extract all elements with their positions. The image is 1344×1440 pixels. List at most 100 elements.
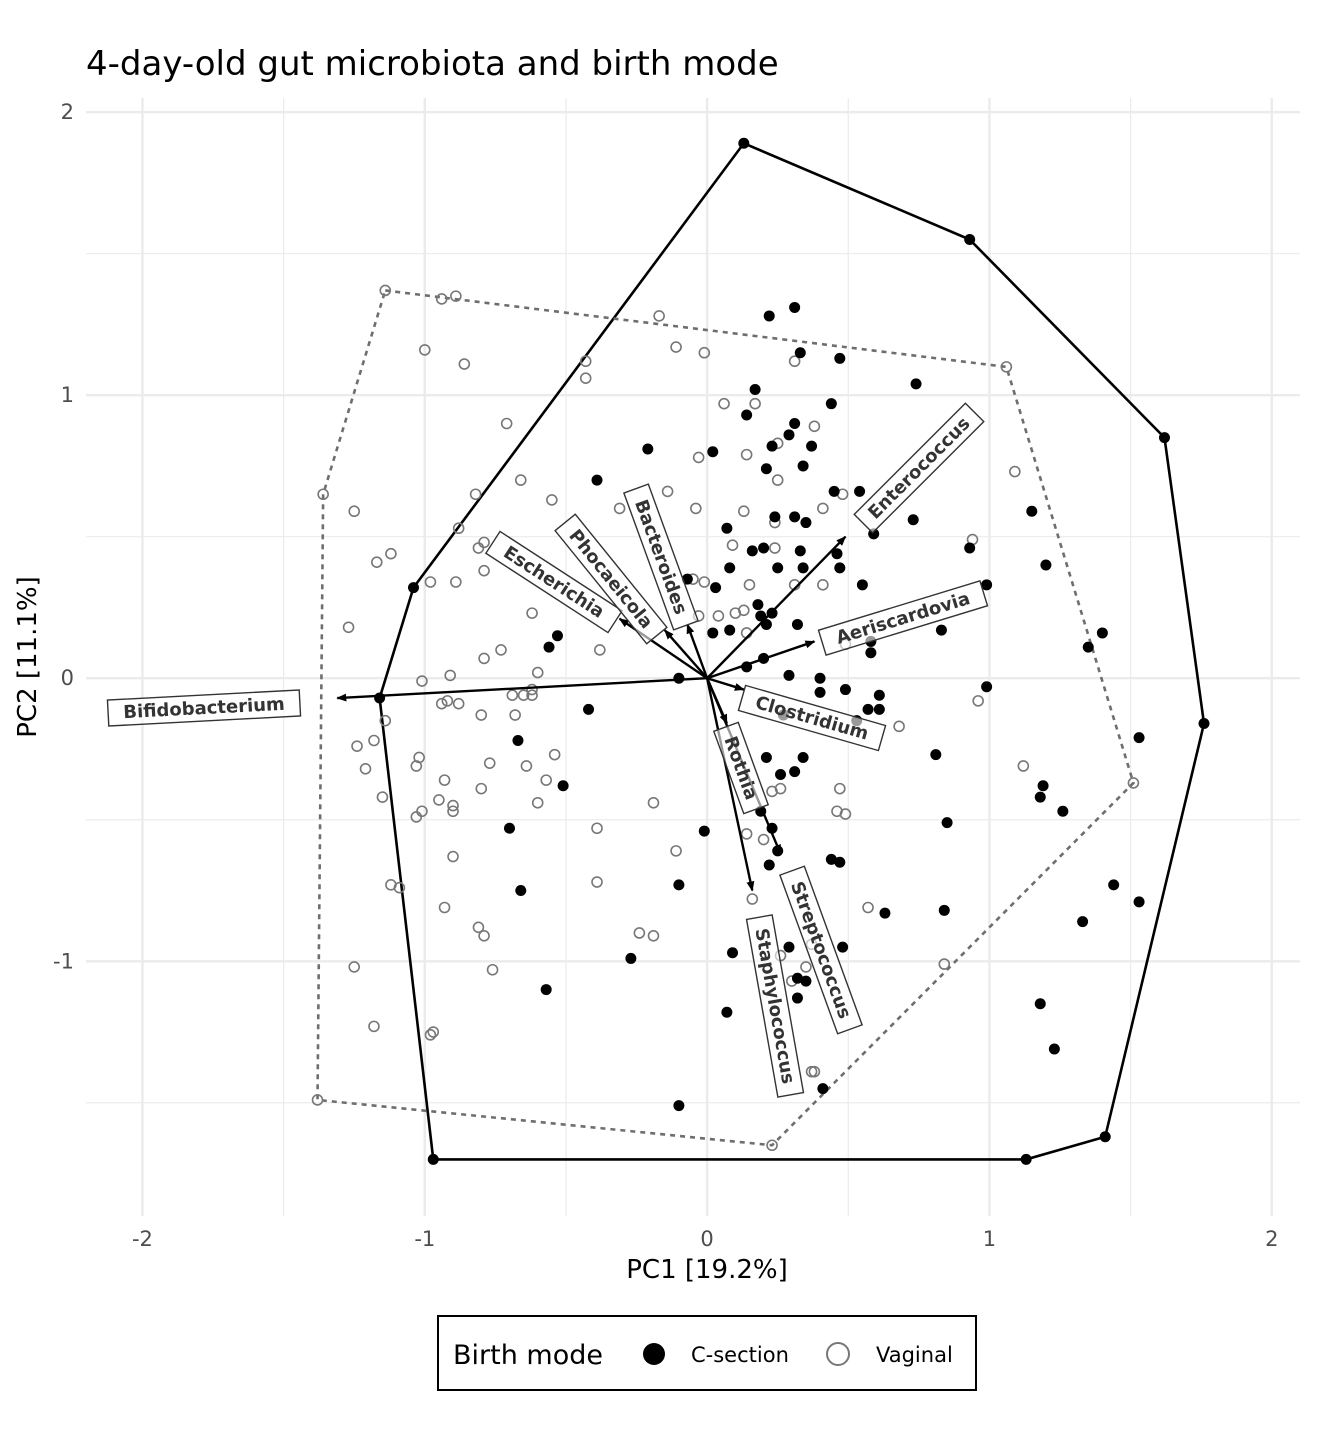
point-vaginal (500, 417, 513, 430)
point-vaginal (517, 689, 530, 702)
point-c-section (789, 301, 801, 313)
legend-marker-c-section (643, 1343, 665, 1365)
point-c-section (825, 853, 837, 865)
point-c-section (673, 1100, 685, 1112)
point-vaginal (743, 579, 756, 591)
point-vaginal (393, 881, 406, 894)
point-vaginal (478, 564, 490, 577)
point-c-section (769, 511, 781, 523)
point-c-section (907, 514, 919, 526)
point-c-section (642, 443, 654, 455)
point-vaginal (472, 921, 485, 934)
y-axis-ticks: -1 0 1 2 (53, 100, 74, 973)
loading-label-box (622, 483, 700, 631)
point-c-section (540, 984, 552, 996)
point-vaginal (368, 734, 380, 747)
point-vaginal (531, 796, 544, 809)
point-c-section (981, 681, 993, 693)
point-c-section (1057, 805, 1069, 817)
point-vaginal (410, 811, 423, 823)
point-vaginal (938, 958, 951, 970)
point-vaginal (766, 1139, 778, 1152)
point-vaginal (317, 488, 329, 501)
point-vaginal (478, 536, 490, 549)
point-vaginal (746, 893, 759, 905)
point-vaginal (438, 774, 451, 786)
point-vaginal (839, 808, 852, 820)
point-c-section (862, 703, 874, 715)
point-vaginal (348, 505, 361, 518)
point-vaginal (740, 828, 753, 840)
point-c-section (766, 440, 778, 452)
point-vaginal (548, 748, 561, 761)
point-vaginal (447, 805, 459, 818)
y-tick-label: 0 (61, 666, 74, 690)
point-vaginal (486, 963, 499, 976)
point-vaginal (893, 720, 905, 733)
loading-label-box (817, 580, 989, 656)
point-c-section (1048, 1043, 1060, 1055)
point-c-section (800, 975, 812, 987)
legend: Birth mode C-section Vaginal (437, 1315, 977, 1391)
point-c-section (964, 542, 976, 554)
loading-label-box (712, 721, 770, 815)
point-c-section (707, 627, 719, 639)
x-tick-label: -2 (132, 1227, 153, 1251)
point-vaginal (591, 876, 603, 888)
point-c-section (797, 562, 809, 574)
point-c-section (797, 751, 809, 763)
point-vaginal (342, 621, 355, 634)
point-c-section (814, 686, 826, 698)
point-c-section (825, 398, 837, 410)
point-c-section (515, 885, 527, 897)
point-vaginal (817, 579, 829, 591)
point-vaginal (740, 448, 753, 461)
point-vaginal (506, 689, 519, 702)
legend-label-vaginal: Vaginal (876, 1343, 953, 1367)
point-vaginal (808, 1065, 821, 1078)
legend-box (437, 1315, 977, 1391)
point-c-section (1099, 1131, 1111, 1143)
point-vaginal (450, 290, 462, 302)
point-c-section (873, 703, 885, 715)
point-vaginal (416, 675, 428, 687)
point-c-section (427, 1153, 439, 1165)
point-vaginal (594, 644, 606, 656)
x-tick-label: 0 (700, 1227, 713, 1251)
loading-arrow-clostridium (706, 677, 745, 691)
point-vaginal (808, 420, 821, 433)
point-c-section (834, 352, 846, 364)
point-vaginal (1017, 760, 1030, 772)
point-vaginal (359, 762, 372, 775)
loading-label-box (779, 865, 863, 1035)
loading-label-enterococcus: Enterococcus (853, 402, 985, 534)
point-c-section (794, 545, 806, 557)
loading-arrow-aeriscardovia (706, 640, 816, 680)
point-c-section (1198, 718, 1210, 730)
x-tick-label: 2 (1265, 1227, 1278, 1251)
point-c-section (854, 485, 866, 497)
point-c-section (738, 137, 750, 149)
point-vaginal (435, 697, 448, 710)
point-vaginal (370, 556, 383, 568)
point-vaginal (435, 293, 448, 305)
x-axis-ticks: -2 -1 0 1 2 (132, 1227, 1278, 1251)
point-vaginal (475, 709, 488, 721)
point-c-section (981, 579, 993, 591)
point-vaginal (1000, 361, 1013, 373)
point-c-section (964, 234, 976, 246)
point-c-section (503, 822, 515, 834)
point-vaginal (433, 794, 445, 806)
point-c-section (839, 684, 851, 696)
point-vaginal (698, 346, 711, 359)
point-c-section (783, 941, 795, 953)
point-vaginal (424, 1029, 437, 1041)
point-c-section (551, 630, 563, 642)
point-c-section (783, 669, 795, 681)
loading-label-text: Aeriscardovia (834, 588, 973, 649)
point-vaginal (311, 1094, 324, 1106)
point-vaginal (385, 547, 397, 560)
loading-label-box (745, 914, 805, 1098)
loading-label-box (853, 402, 985, 534)
point-vaginal (712, 610, 725, 622)
